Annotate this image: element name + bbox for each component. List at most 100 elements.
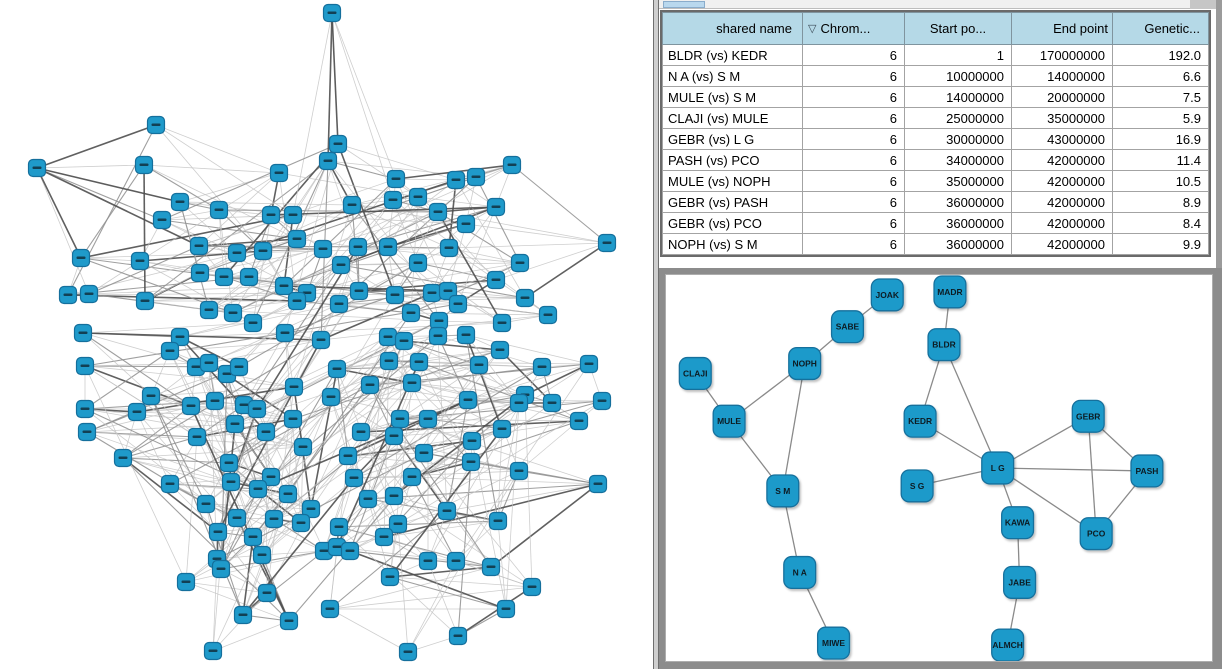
network-edge[interactable] [143, 164, 280, 174]
network-node[interactable] [538, 305, 558, 325]
network-node[interactable] [322, 3, 342, 23]
network-edge[interactable] [490, 483, 599, 568]
network-node[interactable] [176, 572, 196, 592]
table-cell[interactable]: 20000000 [1011, 86, 1113, 108]
network-edge[interactable] [351, 204, 440, 322]
table-cell[interactable]: MULE (vs) S M [662, 86, 803, 108]
table-row[interactable]: NOPH (vs) S M 6 36000000 42000000 9.9 [662, 233, 1209, 255]
network-edge[interactable] [337, 143, 419, 198]
table-cell[interactable]: 36000000 [904, 233, 1012, 255]
network-node[interactable]: S M [766, 474, 800, 508]
network-node[interactable] [579, 354, 599, 374]
network-node[interactable] [338, 446, 358, 466]
network-node[interactable] [77, 422, 97, 442]
network-node[interactable] [486, 197, 506, 217]
network-node[interactable] [358, 489, 378, 509]
network-node[interactable] [422, 283, 442, 303]
network-edge[interactable] [330, 396, 385, 538]
network-edge[interactable] [185, 550, 325, 583]
table-cell[interactable]: 6 [802, 149, 905, 171]
network-node[interactable] [448, 626, 468, 646]
network-node[interactable] [383, 190, 403, 210]
table-cell[interactable]: 6 [802, 65, 905, 87]
network-edge[interactable] [437, 335, 543, 368]
network-edge[interactable] [273, 418, 401, 520]
network-edge[interactable] [122, 457, 219, 533]
table-row[interactable]: MULE (vs) NOPH 6 35000000 42000000 10.5 [662, 170, 1209, 192]
network-node[interactable] [418, 551, 438, 571]
network-edge[interactable] [243, 404, 302, 524]
network-edge[interactable] [150, 395, 207, 505]
network-node[interactable] [331, 255, 351, 275]
network-edge[interactable] [306, 292, 526, 299]
network-node[interactable] [437, 501, 457, 521]
network-node[interactable] [27, 158, 47, 178]
network-node[interactable] [293, 437, 313, 457]
network-edge[interactable] [448, 242, 608, 249]
network-node[interactable] [214, 267, 234, 287]
network-edge[interactable] [208, 248, 324, 311]
network-edge[interactable] [447, 223, 467, 292]
network-node[interactable] [227, 243, 247, 263]
network-node[interactable] [492, 419, 512, 439]
network-node[interactable] [408, 253, 428, 273]
network-node[interactable] [385, 285, 405, 305]
network-node[interactable]: NOPH [788, 346, 822, 381]
table-row[interactable]: CLAJI (vs) MULE 6 25000000 35000000 5.9 [662, 107, 1209, 129]
network-node[interactable] [588, 474, 608, 494]
network-edge[interactable] [242, 396, 332, 616]
table-row[interactable]: PASH (vs) PCO 6 34000000 42000000 11.4 [662, 149, 1209, 171]
network-edge[interactable] [423, 394, 526, 454]
network-edge[interactable] [417, 262, 503, 324]
network-node[interactable] [349, 281, 369, 301]
network-edge[interactable] [82, 332, 198, 438]
network-edge[interactable] [86, 431, 198, 438]
network-node[interactable] [223, 303, 243, 323]
network-node[interactable]: KAWA [1001, 506, 1035, 540]
network-node[interactable]: L G [981, 451, 1015, 485]
network-edge[interactable] [389, 576, 507, 610]
network-node[interactable] [79, 284, 99, 304]
network-node[interactable] [257, 583, 277, 603]
network-node[interactable] [287, 229, 307, 249]
network-edge[interactable] [122, 436, 198, 459]
network-edge[interactable] [179, 336, 240, 368]
network-edge[interactable] [997, 467, 1147, 472]
network-edge[interactable] [161, 219, 298, 240]
network-node[interactable] [227, 508, 247, 528]
small-network-canvas[interactable]: JOAK SABE NOPH CLAJI MULE S M N A MIWE MADR BLDR K… [666, 275, 1212, 661]
table-row[interactable]: BLDR (vs) KEDR 6 1 170000000 192.0 [662, 44, 1209, 66]
network-node[interactable] [73, 323, 93, 343]
table-cell[interactable]: 42000000 [1011, 191, 1113, 213]
table-cell[interactable]: 6 [802, 107, 905, 129]
network-node[interactable] [401, 303, 421, 323]
network-edge[interactable] [185, 493, 289, 583]
table-cell[interactable]: 25000000 [904, 107, 1012, 129]
table-cell[interactable]: 14000000 [1011, 65, 1113, 87]
network-node[interactable] [152, 210, 172, 230]
network-node[interactable] [253, 241, 273, 261]
network-edge[interactable] [395, 178, 449, 292]
network-edge[interactable] [394, 211, 439, 296]
network-node[interactable] [351, 422, 371, 442]
network-node[interactable] [283, 205, 303, 225]
network-edge[interactable] [36, 164, 145, 169]
network-edge[interactable] [82, 332, 192, 407]
network-node[interactable]: GEBR [1071, 399, 1105, 433]
network-node[interactable] [248, 479, 268, 499]
network-node[interactable] [291, 513, 311, 533]
network-edge[interactable] [179, 201, 353, 206]
network-node[interactable] [327, 359, 347, 379]
network-edge[interactable] [320, 292, 433, 341]
network-edge[interactable] [122, 457, 232, 483]
table-cell[interactable]: 42000000 [1011, 212, 1113, 234]
network-node[interactable]: CLAJI [678, 356, 712, 391]
network-edge[interactable] [144, 300, 234, 314]
network-node[interactable] [127, 402, 147, 422]
network-node[interactable] [384, 486, 404, 506]
network-edge[interactable] [497, 402, 520, 522]
network-node[interactable] [321, 387, 341, 407]
network-node[interactable] [181, 396, 201, 416]
network-node[interactable]: PCO [1079, 517, 1113, 551]
network-edge[interactable] [212, 620, 290, 652]
